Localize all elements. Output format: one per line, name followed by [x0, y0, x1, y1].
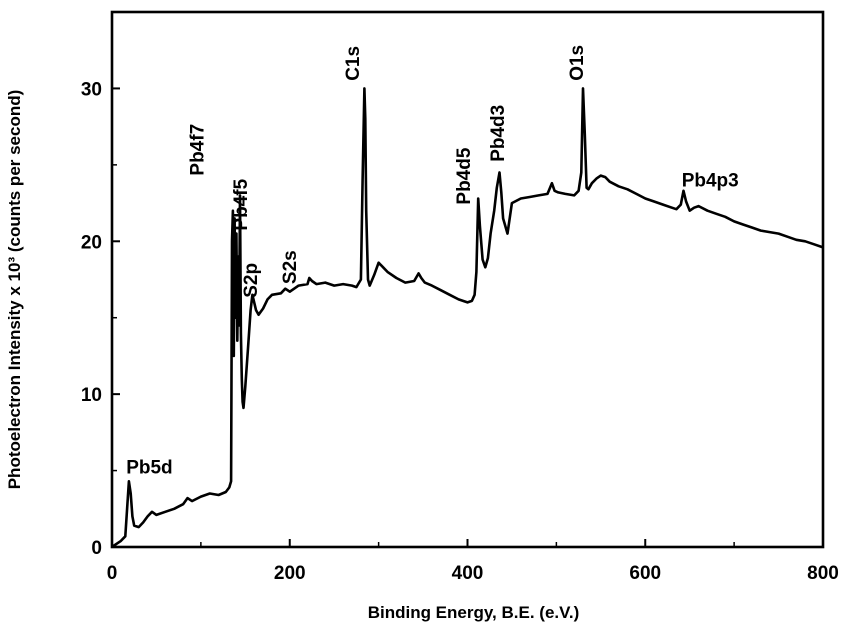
peak-label: O1s: [567, 45, 588, 81]
peak-label: S2p: [241, 263, 262, 298]
x-tick-label: 800: [807, 563, 839, 584]
x-axis-title: Binding Energy, B.E. (e.V.): [368, 603, 580, 622]
peak-label: Pb4d3: [488, 105, 509, 162]
y-axis-title: Photoelectron Intensity x 10³ (counts pe…: [5, 90, 24, 490]
peak-label: S2s: [280, 250, 301, 284]
peak-label: C1s: [343, 46, 364, 81]
x-tick-label: 400: [452, 563, 484, 584]
labels-layer: 0 200 400 600 800 0 10 20 30: [81, 79, 839, 584]
x-tick-label: 200: [274, 563, 306, 584]
series-line: [111, 87, 824, 549]
y-tick-label: 10: [81, 385, 102, 406]
plot-frame: [110, 10, 825, 549]
peak-label: Pb5d: [126, 458, 172, 479]
peak-label: Pb4f7: [188, 124, 209, 176]
annotations-layer: Pb5d Pb4f7 Pb4f5 S2p S2s C1s Pb4d5 Pb4d3 O1s Pb4p…: [126, 45, 739, 479]
x-tick-label: 600: [629, 563, 661, 584]
peak-label: Pb4p3: [682, 170, 739, 191]
y-tick-label: 20: [81, 232, 102, 253]
x-tick-label: 0: [107, 563, 118, 584]
y-tick-label: 30: [81, 79, 102, 100]
peak-label: Pb4d5: [454, 147, 475, 204]
peak-label: Pb4f5: [231, 178, 252, 230]
y-tick-label: 0: [91, 538, 102, 559]
